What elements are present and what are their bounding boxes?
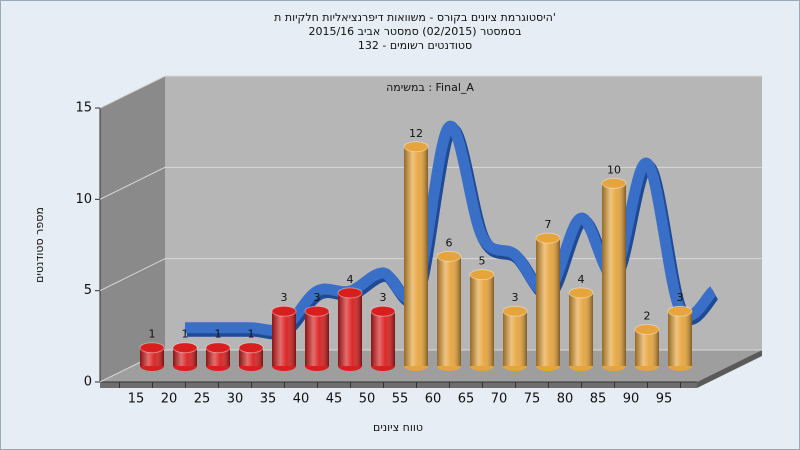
value-label: 12	[409, 127, 423, 140]
value-label: 3	[677, 291, 684, 304]
x-tick-label: 30	[227, 392, 244, 407]
bar-top	[634, 323, 660, 335]
value-label: 4	[347, 273, 354, 286]
x-tick-label: 65	[458, 392, 475, 407]
x-tick-label: 70	[491, 392, 508, 407]
x-tick-label: 95	[656, 392, 673, 407]
value-label: 1	[182, 328, 189, 341]
x-tick-label: 75	[524, 392, 541, 407]
y-tick-label: 5	[84, 283, 92, 298]
bar-shade	[635, 329, 659, 366]
bar-top	[337, 287, 363, 299]
x-tick-label: 90	[623, 392, 640, 407]
x-tick-label: 15	[128, 392, 145, 407]
value-label: 3	[314, 291, 321, 304]
bar-shade	[239, 347, 263, 366]
x-tick-label: 80	[557, 392, 574, 407]
value-label: 3	[512, 291, 519, 304]
chart-title: היסטוגרמת ציונים בקורס - משוואות דיפרנצי…	[274, 11, 556, 24]
bar-shade	[569, 292, 593, 366]
bar-shade	[536, 238, 560, 366]
bar-top	[568, 287, 594, 299]
grid-line	[99, 258, 166, 292]
grid-line	[99, 75, 166, 109]
bar-top	[172, 342, 198, 354]
bar-top	[304, 305, 330, 317]
x-tick-label: 25	[194, 392, 211, 407]
x-tick-label: 50	[359, 392, 376, 407]
bar-top	[271, 305, 297, 317]
y-tick-label: 10	[75, 192, 92, 207]
bar-shade	[272, 311, 296, 366]
x-tick-label: 20	[161, 392, 178, 407]
value-label: 1	[215, 328, 222, 341]
x-tick-label: 40	[293, 392, 310, 407]
bar-top	[469, 269, 495, 281]
bar-shade	[371, 311, 395, 366]
bar-top	[601, 177, 627, 189]
bar-top	[667, 305, 693, 317]
y-axis-label: מספר סטודנטים	[33, 207, 46, 283]
value-label: 2	[644, 309, 651, 322]
bar-shade	[305, 311, 329, 366]
bar-top	[205, 342, 231, 354]
grid-line	[99, 166, 166, 200]
value-label: 1	[248, 328, 255, 341]
x-tick-label: 60	[425, 392, 442, 407]
value-label: 5	[479, 255, 486, 268]
x-tick-label: 45	[326, 392, 343, 407]
floor-side	[697, 350, 762, 388]
bar-top	[238, 342, 264, 354]
value-label: 10	[607, 163, 621, 176]
x-tick-label: 55	[392, 392, 409, 407]
bar-shade	[206, 347, 230, 366]
bar-shade	[140, 347, 164, 366]
bar-top	[535, 232, 561, 244]
left-wall	[100, 76, 165, 382]
value-label: 7	[545, 218, 552, 231]
bar-shade	[437, 256, 461, 366]
floor-edge	[100, 382, 697, 388]
bar-shade	[338, 292, 362, 366]
bar-shade	[173, 347, 197, 366]
annotation: במשימה : Final_A	[386, 81, 474, 94]
bar-top	[502, 305, 528, 317]
bar-shade	[404, 146, 428, 366]
x-tick-label: 85	[590, 392, 607, 407]
value-label: 3	[281, 291, 288, 304]
y-tick-label: 0	[84, 375, 92, 390]
y-tick-label: 15	[75, 101, 92, 116]
x-tick-label: 35	[260, 392, 277, 407]
value-label: 3	[380, 291, 387, 304]
chart-subtitle: סטודנטים רשומים - 132	[358, 39, 472, 52]
floor	[100, 350, 762, 382]
chart-subtitle: בסמסטר (02/2015) סמסטר אביב 2015/16	[308, 25, 521, 38]
bar-shade	[503, 311, 527, 366]
value-label: 1	[149, 328, 156, 341]
bar-shade	[668, 311, 692, 366]
bar-top	[403, 141, 429, 153]
bar-top	[370, 305, 396, 317]
bar-top	[436, 250, 462, 262]
x-axis-label: טווח ציונים	[373, 421, 423, 434]
value-label: 6	[446, 236, 453, 249]
bar-shade	[602, 183, 626, 366]
bar-top	[139, 342, 165, 354]
value-label: 4	[578, 273, 585, 286]
bar-shade	[470, 274, 494, 366]
